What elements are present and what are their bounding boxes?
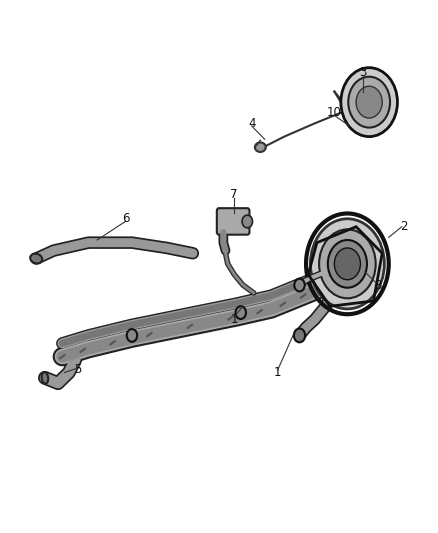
Circle shape xyxy=(311,219,385,309)
Circle shape xyxy=(236,306,246,319)
Circle shape xyxy=(341,68,397,136)
Text: 3: 3 xyxy=(359,67,366,79)
Text: 6: 6 xyxy=(122,212,129,225)
FancyBboxPatch shape xyxy=(217,208,250,235)
Text: 5: 5 xyxy=(74,364,81,376)
Text: 7: 7 xyxy=(230,189,238,201)
Circle shape xyxy=(127,329,137,342)
Ellipse shape xyxy=(30,254,42,263)
Circle shape xyxy=(294,328,305,342)
Circle shape xyxy=(356,86,382,118)
Text: 4: 4 xyxy=(248,117,255,130)
Ellipse shape xyxy=(255,142,266,152)
Text: 8: 8 xyxy=(374,279,381,292)
Circle shape xyxy=(334,248,360,280)
Circle shape xyxy=(328,240,367,288)
Circle shape xyxy=(294,279,305,292)
Text: 1: 1 xyxy=(230,313,238,326)
Circle shape xyxy=(348,77,390,127)
Text: 1: 1 xyxy=(274,366,282,379)
Circle shape xyxy=(242,215,253,228)
Ellipse shape xyxy=(42,372,48,384)
Text: 2: 2 xyxy=(400,220,408,233)
Text: 10: 10 xyxy=(327,106,342,119)
Circle shape xyxy=(319,229,376,298)
